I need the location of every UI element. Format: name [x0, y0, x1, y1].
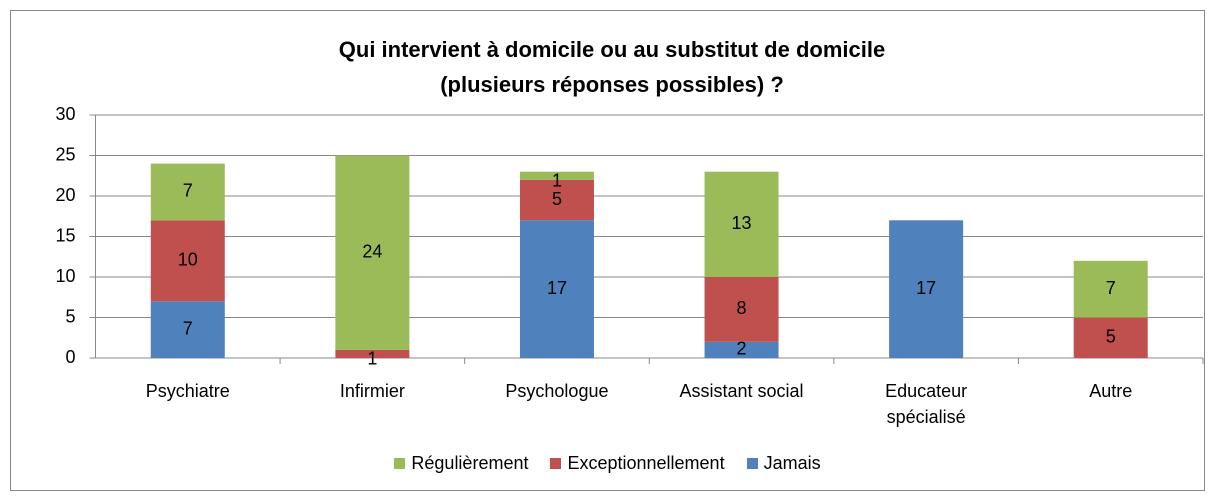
bar-segment: [150, 163, 225, 221]
bar-segment: [150, 220, 225, 302]
data-label: 13: [732, 213, 752, 233]
y-tick-label: 30: [55, 104, 75, 124]
x-tick-label: Autre: [1089, 381, 1133, 401]
bar-segment: [704, 277, 779, 342]
data-label: 8: [737, 298, 747, 318]
legend-label: Régulièrement: [411, 453, 529, 473]
legend-item: Régulièrement: [394, 453, 528, 474]
y-tick-label: 20: [55, 185, 75, 205]
bar-segment: [335, 155, 410, 350]
data-label: 1: [367, 349, 377, 369]
legend-swatch: [746, 458, 758, 469]
bar-segment: [335, 349, 410, 358]
legend-item: Exceptionnellement: [550, 453, 725, 474]
data-label: 1: [552, 171, 562, 191]
legend-label: Jamais: [763, 453, 821, 473]
data-label: 2: [737, 339, 747, 359]
bar-segment: [150, 301, 225, 358]
legend: Régulièrement Exceptionnellement Jamais: [0, 453, 1215, 474]
x-tick-label: Assistant social: [679, 381, 804, 401]
bar-segment: [704, 341, 779, 358]
data-label: 10: [178, 250, 198, 270]
legend-label: Exceptionnellement: [567, 453, 725, 473]
legend-item: Jamais: [746, 453, 821, 474]
data-label: 7: [183, 318, 193, 338]
y-tick-label: 25: [55, 144, 75, 164]
bar-segment: [1073, 317, 1148, 358]
data-label: 7: [1106, 278, 1116, 298]
chart-title: Qui intervient à domicile ou au substitu…: [339, 37, 885, 62]
bar-segment: [889, 220, 964, 358]
y-tick-label: 15: [55, 225, 75, 245]
bar-segment: [519, 171, 594, 180]
bar-segment: [704, 171, 779, 277]
y-tick-label: 10: [55, 266, 75, 286]
x-tick-label: Infirmier: [339, 381, 405, 401]
x-tick-label: Psychologue: [505, 381, 609, 401]
data-label: 5: [1106, 327, 1116, 347]
legend-swatch: [394, 458, 406, 469]
x-tick-label: Psychiatre: [145, 381, 230, 401]
data-label: 7: [183, 181, 193, 201]
data-label: 17: [916, 278, 936, 298]
data-label: 17: [547, 278, 567, 298]
bar-segment: [519, 220, 594, 358]
data-label: 5: [552, 189, 562, 209]
legend-swatch: [550, 458, 562, 469]
bar-segment: [519, 179, 594, 221]
bar-segment: [1073, 260, 1148, 318]
x-tick-label: Educateur spécialisé: [885, 381, 968, 427]
data-label: 24: [362, 241, 382, 261]
y-tick-label: 0: [65, 347, 75, 367]
y-tick-label: 5: [65, 306, 75, 326]
chart-title: (plusieurs réponses possibles) ?: [440, 72, 784, 97]
